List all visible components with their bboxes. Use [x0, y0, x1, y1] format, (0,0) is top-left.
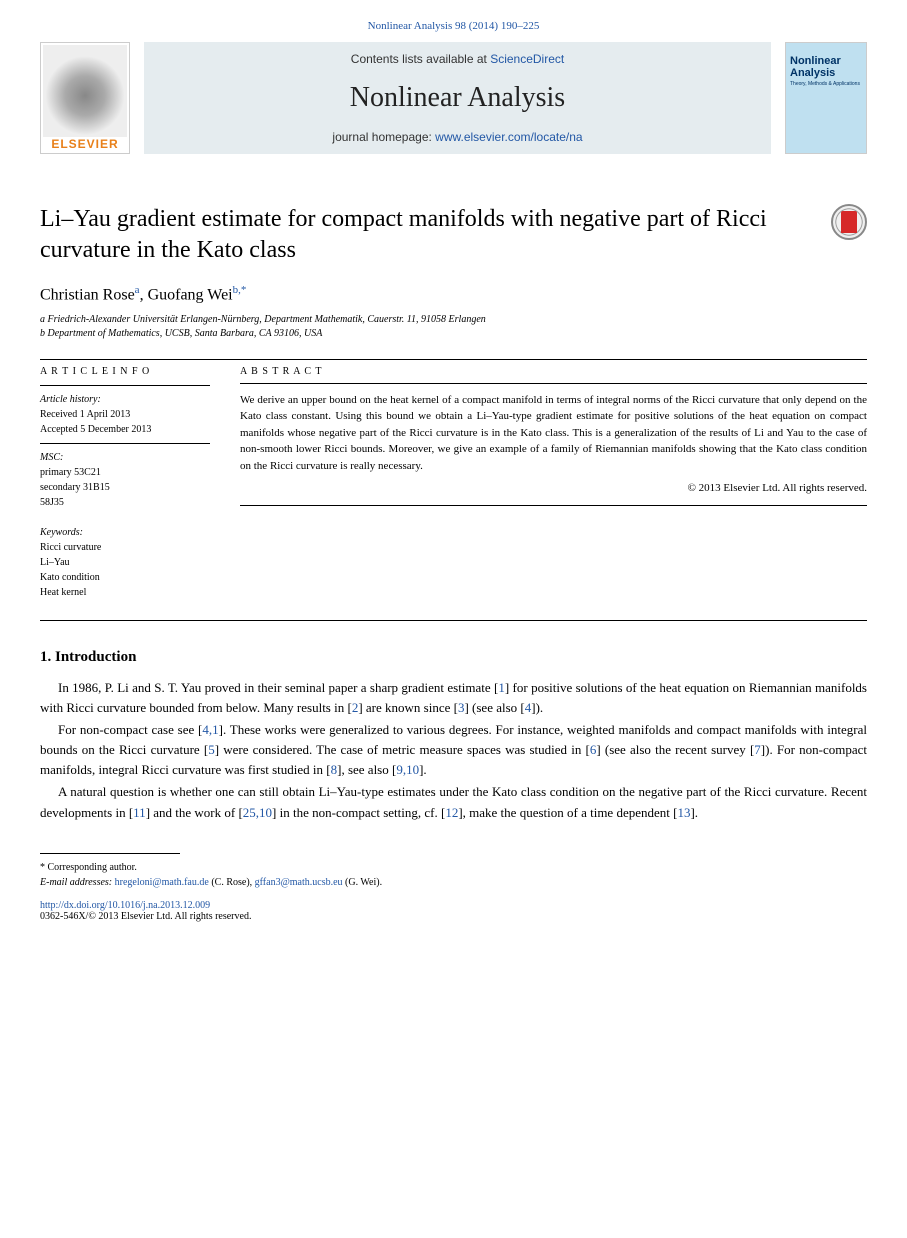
crossmark-icon[interactable]	[831, 204, 867, 240]
article-info-heading: A R T I C L E I N F O	[40, 364, 210, 379]
crossmark-bookmark-icon	[841, 211, 857, 233]
msc-3: 58J35	[40, 495, 210, 510]
ref-link[interactable]: 25,10	[243, 805, 272, 820]
homepage-line: journal homepage: www.elsevier.com/locat…	[332, 130, 582, 144]
article-info: A R T I C L E I N F O Article history: R…	[40, 364, 210, 600]
paper-title: Li–Yau gradient estimate for compact man…	[40, 204, 831, 266]
abstract: A B S T R A C T We derive an upper bound…	[240, 364, 867, 600]
authors: Christian Rosea, Guofang Weib,*	[40, 284, 867, 304]
author-1: Christian Rose	[40, 287, 135, 304]
cover-subtitle: Theory, Methods & Applications	[790, 81, 862, 87]
email-link-2[interactable]: gffan3@math.ucsb.eu	[255, 877, 343, 888]
author-2: Guofang Wei	[148, 287, 233, 304]
elsevier-text: ELSEVIER	[51, 137, 118, 151]
issn-copyright: 0362-546X/© 2013 Elsevier Ltd. All right…	[40, 911, 251, 922]
msc-2: secondary 31B15	[40, 480, 210, 495]
section-heading-intro: 1. Introduction	[40, 649, 867, 666]
banner-center: Contents lists available at ScienceDirec…	[144, 42, 771, 154]
keywords-label: Keywords:	[40, 527, 83, 538]
history-label: Article history:	[40, 394, 101, 405]
footnotes: * Corresponding author. E-mail addresses…	[40, 860, 867, 890]
keyword-1: Ricci curvature	[40, 540, 210, 555]
elsevier-tree-icon	[43, 45, 127, 137]
homepage-prefix: journal homepage:	[332, 130, 435, 144]
contents-prefix: Contents lists available at	[351, 52, 490, 66]
intro-body: In 1986, P. Li and S. T. Yau proved in t…	[40, 678, 867, 823]
sciencedirect-link[interactable]: ScienceDirect	[490, 52, 564, 66]
cover-title: Nonlinear Analysis	[790, 55, 862, 79]
abstract-text: We derive an upper bound on the heat ker…	[240, 392, 867, 475]
ref-link[interactable]: 12	[445, 805, 458, 820]
keyword-2: Li–Yau	[40, 555, 210, 570]
keyword-3: Kato condition	[40, 570, 210, 585]
keyword-4: Heat kernel	[40, 585, 210, 600]
contents-line: Contents lists available at ScienceDirec…	[351, 52, 564, 66]
msc-label: MSC:	[40, 452, 63, 463]
elsevier-logo[interactable]: ELSEVIER	[40, 42, 130, 154]
journal-cover[interactable]: Nonlinear Analysis Theory, Methods & App…	[785, 42, 867, 154]
intro-paragraph-1: In 1986, P. Li and S. T. Yau proved in t…	[40, 678, 867, 718]
journal-banner: ELSEVIER Contents lists available at Sci…	[40, 42, 867, 154]
journal-name: Nonlinear Analysis	[350, 82, 565, 114]
ref-link[interactable]: 11	[133, 805, 146, 820]
email-link-1[interactable]: hregeloni@math.fau.de	[115, 877, 209, 888]
corresponding-author: * Corresponding author.	[40, 860, 867, 875]
received-date: Received 1 April 2013	[40, 407, 210, 422]
abstract-heading: A B S T R A C T	[240, 364, 867, 379]
email-label: E-mail addresses:	[40, 877, 112, 888]
header-citation: Nonlinear Analysis 98 (2014) 190–225	[40, 20, 867, 32]
ref-link[interactable]: 9,10	[396, 762, 419, 777]
homepage-link[interactable]: www.elsevier.com/locate/na	[435, 130, 582, 144]
ref-link[interactable]: 13	[677, 805, 690, 820]
copyright: © 2013 Elsevier Ltd. All rights reserved…	[240, 480, 867, 497]
footnote-divider	[40, 853, 180, 854]
doi-block: http://dx.doi.org/10.1016/j.na.2013.12.0…	[40, 900, 867, 922]
ref-link[interactable]: 4,1	[202, 722, 218, 737]
msc-1: primary 53C21	[40, 465, 210, 480]
intro-paragraph-3: A natural question is whether one can st…	[40, 782, 867, 822]
accepted-date: Accepted 5 December 2013	[40, 422, 210, 437]
divider	[40, 359, 867, 360]
doi-link[interactable]: http://dx.doi.org/10.1016/j.na.2013.12.0…	[40, 900, 210, 911]
author-2-aff[interactable]: b,*	[233, 284, 247, 296]
intro-paragraph-2: For non-compact case see [4,1]. These wo…	[40, 720, 867, 780]
affiliations: a Friedrich-Alexander Universität Erlang…	[40, 313, 867, 341]
affiliation-b: b Department of Mathematics, UCSB, Santa…	[40, 327, 867, 341]
emails-line: E-mail addresses: hregeloni@math.fau.de …	[40, 875, 867, 890]
affiliation-a: a Friedrich-Alexander Universität Erlang…	[40, 313, 867, 327]
